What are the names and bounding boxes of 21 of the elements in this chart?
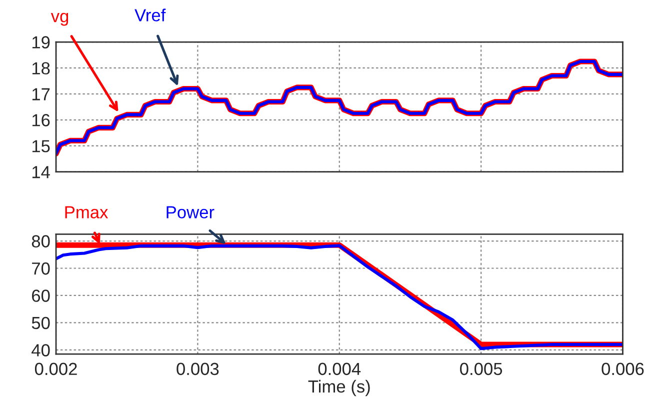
annotation: Pmax (65, 206, 108, 218)
y-tick-label: 80 (32, 235, 50, 248)
x-tick-label: 0.003 (176, 362, 219, 376)
y-tick-label: 70 (32, 262, 50, 275)
annotation: vg (50, 12, 68, 26)
x-tick-label: 0.002 (34, 362, 77, 376)
y-tick-label: 16 (32, 114, 50, 126)
y-tick-label: 40 (32, 344, 50, 356)
x-tick-label: 0.006 (602, 362, 644, 376)
annotation: Vref (134, 8, 166, 22)
y-tick-label: 15 (32, 140, 50, 152)
x-axis-title: Time (s) (308, 380, 370, 396)
x-tick-label: 0.005 (460, 362, 502, 376)
y-tick-label: 18 (32, 62, 50, 74)
annotation: Power (166, 206, 214, 218)
y-tick-label: 60 (32, 290, 50, 302)
y-tick-label: 19 (32, 36, 50, 48)
y-tick-label: 50 (32, 316, 50, 330)
x-tick-label: 0.004 (318, 362, 361, 376)
y-tick-label: 14 (32, 166, 50, 178)
y-tick-label: 17 (32, 88, 50, 100)
